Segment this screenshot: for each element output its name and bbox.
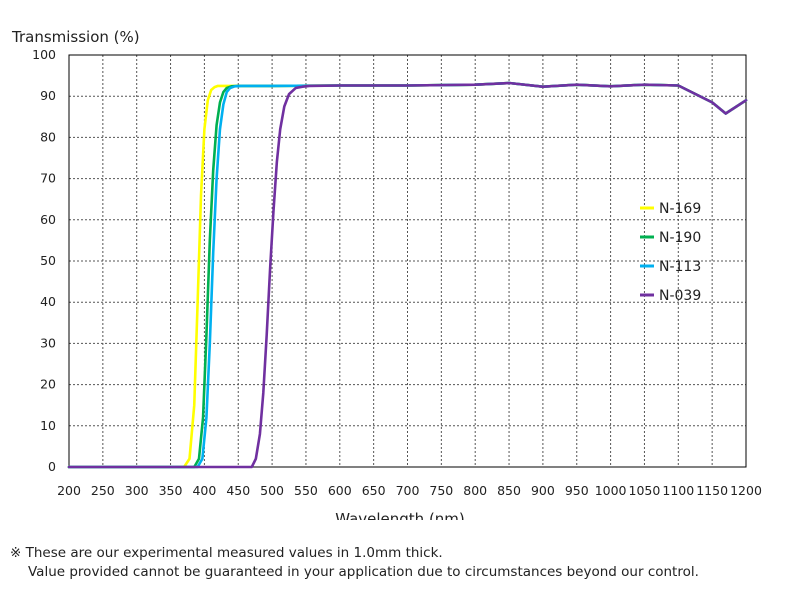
legend-label: N-113 (659, 259, 701, 275)
y-tick-labels: 0 10 20 30 40 50 60 70 80 90 100 (32, 47, 56, 474)
grid-lines (69, 55, 746, 467)
y-tick-label: 0 (48, 459, 56, 474)
y-tick-label: 60 (40, 212, 56, 227)
series-line-n-039 (67, 81, 748, 469)
legend-label: N-169 (659, 201, 701, 217)
x-tick-label: 650 (362, 483, 386, 498)
x-tick-label: 850 (497, 483, 521, 498)
y-tick-label: 100 (32, 47, 56, 62)
x-tick-label: 700 (396, 483, 420, 498)
x-tick-label: 950 (565, 483, 589, 498)
x-tick-label: 200 (57, 483, 81, 498)
x-tick-label: 350 (159, 483, 183, 498)
x-tick-label: 600 (328, 483, 352, 498)
y-tick-label: 20 (40, 377, 56, 392)
x-tick-label: 500 (260, 483, 284, 498)
measurement-note: ※ These are our experimental measured va… (10, 544, 699, 582)
x-tick-label: 1100 (662, 483, 694, 498)
x-axis-title: Wavelength (nm) (335, 510, 465, 520)
x-tick-label: 1000 (595, 483, 627, 498)
legend-label: N-039 (659, 288, 701, 304)
x-tick-labels: 200 250 300 350 400 450 500 550 600 650 700 750 800 8… (57, 483, 762, 498)
y-tick-label: 30 (40, 335, 56, 350)
x-tick-label: 300 (125, 483, 149, 498)
transmission-chart: Transmission (%) 0102030405060708090100 … (11, 28, 762, 520)
y-tick-label: 80 (40, 129, 56, 144)
x-tick-label: 450 (226, 483, 250, 498)
x-tick-label: 800 (463, 483, 487, 498)
y-tick-label: 10 (40, 418, 56, 433)
y-tick-label: 70 (40, 171, 56, 186)
x-tick-label: 1200 (730, 483, 762, 498)
legend-label: N-190 (659, 230, 701, 246)
y-tick-label: 40 (40, 294, 56, 309)
x-tick-label: 900 (531, 483, 555, 498)
plot-frame (68, 54, 747, 468)
series-group (67, 81, 748, 469)
note-line-1: ※ These are our experimental measured va… (10, 545, 443, 561)
x-tick-label: 400 (192, 483, 216, 498)
y-tick-label: 50 (40, 253, 56, 268)
x-tick-label: 250 (91, 483, 115, 498)
legend: N-169 N-190 N-113 N-039 (640, 201, 701, 304)
y-tick-label: 90 (40, 88, 56, 103)
x-tick-label: 750 (429, 483, 453, 498)
note-line-2: Value provided cannot be guaranteed in y… (28, 564, 699, 580)
y-axis-title: Transmission (%) (11, 28, 140, 46)
x-tick-label: 1050 (629, 483, 661, 498)
x-tick-label: 550 (294, 483, 318, 498)
x-tick-label: 1150 (696, 483, 728, 498)
